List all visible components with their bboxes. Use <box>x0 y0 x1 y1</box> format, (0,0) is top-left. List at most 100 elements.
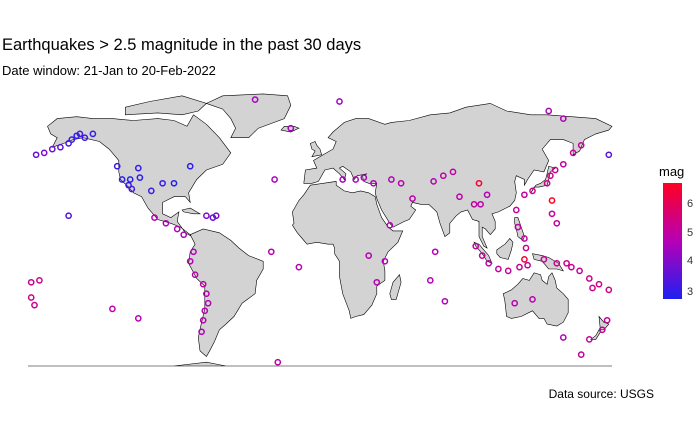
earthquake-point <box>397 179 405 187</box>
earthquake-point <box>514 223 522 231</box>
earthquake-point <box>388 176 395 183</box>
earthquake-point <box>151 214 158 221</box>
earthquake-point <box>472 242 480 250</box>
earthquake-point <box>431 248 439 256</box>
earthquake-point <box>529 296 536 303</box>
earthquake-point <box>373 278 381 286</box>
earthquake-point <box>271 176 278 183</box>
earthquake-point <box>563 259 570 267</box>
map-title: Earthquakes > 2.5 magnitude in the past … <box>2 36 362 54</box>
earthquake-point <box>577 351 585 358</box>
earthquake-point <box>521 235 528 242</box>
earthquake-point <box>540 256 548 263</box>
earthquake-point <box>516 263 523 271</box>
earthquake-point <box>32 151 40 159</box>
earthquake-point <box>274 358 282 366</box>
earthquake-point <box>511 299 519 307</box>
earthquake-point <box>559 334 567 341</box>
earthquake-point <box>339 176 347 183</box>
earthquake-points <box>27 96 613 366</box>
earthquake-point <box>186 162 194 170</box>
earthquake-point <box>386 221 394 229</box>
earthquake-point <box>569 149 577 157</box>
earthquake-point <box>65 212 72 220</box>
earthquake-point <box>365 252 373 259</box>
earthquake-point <box>81 134 89 142</box>
earthquake-point <box>595 280 603 288</box>
earthquake-point <box>576 267 583 275</box>
earthquake-point <box>585 336 593 343</box>
earthquake-point <box>65 140 72 147</box>
earthquake-point <box>548 210 556 218</box>
land-south-america <box>188 228 264 357</box>
legend-tick-6: 6 <box>687 198 694 210</box>
earthquake-point <box>475 179 483 187</box>
legend-tick-4: 4 <box>687 255 694 267</box>
earthquake-point <box>352 176 360 183</box>
earthquake-point <box>173 225 181 233</box>
map-subtitle: Date window: 21-Jan to 20-Feb-2022 <box>2 63 216 78</box>
earthquake-point <box>478 252 486 259</box>
legend-title: mag <box>659 164 685 179</box>
earthquake-point <box>128 185 136 193</box>
landmasses <box>28 93 613 367</box>
earthquake-point <box>521 256 528 263</box>
land-eurasia <box>303 103 613 249</box>
earthquake-point <box>553 259 561 267</box>
earthquake-point <box>203 212 210 220</box>
earthquake-point <box>522 244 530 252</box>
earthquake-point <box>76 130 84 138</box>
earthquake-point <box>483 191 491 199</box>
earthquake-point <box>449 168 457 176</box>
earthquake-point <box>126 176 134 183</box>
legend-tick-3: 3 <box>687 286 694 298</box>
land-cuba <box>181 207 202 215</box>
legend-tick-5: 5 <box>687 227 694 239</box>
earthquake-point <box>134 315 142 322</box>
earthquake-point <box>212 212 220 220</box>
earthquake-point <box>113 162 121 170</box>
earthquake-point <box>598 326 606 334</box>
earthquake-point <box>543 179 551 187</box>
earthquake-point <box>553 219 561 227</box>
earthquake-point <box>605 286 613 294</box>
land-antarctica <box>28 361 612 367</box>
earthquake-point <box>180 231 188 239</box>
earthquake-point <box>470 200 478 208</box>
earthquake-point <box>170 179 178 187</box>
earthquake-point <box>547 172 554 180</box>
earthquake-point <box>529 187 536 195</box>
earthquake-point <box>136 174 144 181</box>
earthquake-point <box>295 263 303 271</box>
earthquake-point <box>68 136 76 143</box>
earthquake-point <box>512 206 520 214</box>
earthquake-point <box>251 96 259 103</box>
earthquake-point <box>426 277 434 284</box>
earthquake-point <box>545 107 553 115</box>
earthquake-point <box>430 178 437 185</box>
earthquake-point <box>125 181 132 189</box>
earthquake-point <box>109 305 116 313</box>
land-uk <box>309 141 322 158</box>
earthquake-point <box>27 278 35 286</box>
earthquake-point <box>159 179 166 187</box>
earthquake-point <box>589 284 596 292</box>
earthquake-point <box>504 267 512 275</box>
earthquake-point <box>548 197 556 204</box>
earthquake-point <box>456 193 463 201</box>
earthquake-point <box>57 143 64 151</box>
earthquake-point <box>381 257 389 265</box>
land-indonesia-borneo <box>496 238 514 260</box>
earthquake-point <box>360 174 368 181</box>
earthquake-point <box>559 115 567 122</box>
earthquake-point <box>370 179 377 187</box>
earthquake-point <box>191 271 199 279</box>
earthquake-point <box>204 299 212 307</box>
earthquake-point <box>603 316 611 324</box>
earthquake-point <box>134 164 142 172</box>
earthquake-point <box>267 248 275 256</box>
land-arctic-islands <box>125 95 207 116</box>
earthquake-point <box>199 316 207 324</box>
earthquake-point <box>186 257 194 265</box>
